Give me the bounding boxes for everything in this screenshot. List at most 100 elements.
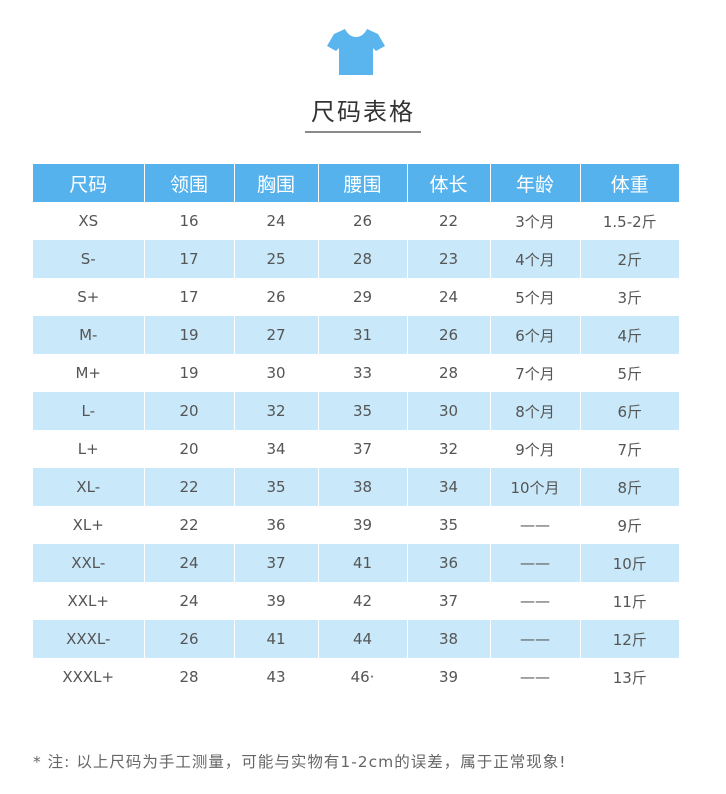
cell-age: —— xyxy=(490,582,581,620)
cell-size: L- xyxy=(33,392,145,430)
cell-weight: 13斤 xyxy=(580,658,679,696)
cell-size: XXXL+ xyxy=(33,658,145,696)
cell-age: 7个月 xyxy=(490,354,581,392)
tshirt-icon xyxy=(326,26,386,78)
cell-length: 24 xyxy=(407,278,491,316)
cell-length: 23 xyxy=(407,240,491,278)
cell-neck: 16 xyxy=(144,202,235,240)
cell-neck: 17 xyxy=(144,240,235,278)
cell-age: 5个月 xyxy=(490,278,581,316)
cell-waist: 29 xyxy=(318,278,408,316)
cell-waist: 37 xyxy=(318,430,408,468)
cell-chest: 32 xyxy=(234,392,319,430)
tshirt-shape xyxy=(327,29,385,75)
table-row: XXL- 24 37 41 36 —— 10斤 xyxy=(33,544,679,582)
cell-age: —— xyxy=(490,658,581,696)
cell-length: 32 xyxy=(407,430,491,468)
cell-age: 6个月 xyxy=(490,316,581,354)
cell-age: 10个月 xyxy=(490,468,581,506)
table-row: S- 17 25 28 23 4个月 2斤 xyxy=(33,240,679,278)
cell-neck: 24 xyxy=(144,582,235,620)
cell-weight: 4斤 xyxy=(580,316,679,354)
cell-waist: 42 xyxy=(318,582,408,620)
cell-size: L+ xyxy=(33,430,145,468)
cell-weight: 7斤 xyxy=(580,430,679,468)
cell-neck: 24 xyxy=(144,544,235,582)
cell-weight: 8斤 xyxy=(580,468,679,506)
cell-chest: 26 xyxy=(234,278,319,316)
footnote: * 注: 以上尺码为手工测量，可能与实物有1-2cm的误差，属于正常现象! xyxy=(33,753,567,771)
cell-size: XXL- xyxy=(33,544,145,582)
cell-length: 34 xyxy=(407,468,491,506)
header-waist: 腰围 xyxy=(318,164,408,202)
cell-size: M- xyxy=(33,316,145,354)
cell-weight: 10斤 xyxy=(580,544,679,582)
cell-neck: 19 xyxy=(144,354,235,392)
cell-age: 9个月 xyxy=(490,430,581,468)
cell-waist: 46· xyxy=(318,658,408,696)
cell-length: 39 xyxy=(407,658,491,696)
cell-chest: 30 xyxy=(234,354,319,392)
cell-waist: 33 xyxy=(318,354,408,392)
table-row: M- 19 27 31 26 6个月 4斤 xyxy=(33,316,679,354)
cell-waist: 31 xyxy=(318,316,408,354)
cell-waist: 28 xyxy=(318,240,408,278)
cell-weight: 1.5-2斤 xyxy=(580,202,679,240)
cell-weight: 11斤 xyxy=(580,582,679,620)
cell-size: M+ xyxy=(33,354,145,392)
cell-age: 3个月 xyxy=(490,202,581,240)
cell-size: XL- xyxy=(33,468,145,506)
cell-waist: 44 xyxy=(318,620,408,658)
cell-size: XXL+ xyxy=(33,582,145,620)
cell-waist: 39 xyxy=(318,506,408,544)
cell-age: —— xyxy=(490,506,581,544)
cell-size: XXXL- xyxy=(33,620,145,658)
cell-neck: 20 xyxy=(144,392,235,430)
cell-chest: 41 xyxy=(234,620,319,658)
cell-waist: 26 xyxy=(318,202,408,240)
table-row: XXXL- 26 41 44 38 —— 12斤 xyxy=(33,620,679,658)
cell-length: 37 xyxy=(407,582,491,620)
cell-length: 28 xyxy=(407,354,491,392)
cell-chest: 25 xyxy=(234,240,319,278)
cell-waist: 38 xyxy=(318,468,408,506)
cell-chest: 35 xyxy=(234,468,319,506)
cell-neck: 20 xyxy=(144,430,235,468)
page-title-wrap: 尺码表格 xyxy=(0,92,726,133)
cell-length: 38 xyxy=(407,620,491,658)
cell-length: 26 xyxy=(407,316,491,354)
cell-neck: 22 xyxy=(144,468,235,506)
table-row: M+ 19 30 33 28 7个月 5斤 xyxy=(33,354,679,392)
table-header-row: 尺码 领围 胸围 腰围 体长 年龄 体重 xyxy=(33,164,679,202)
table-row: XS 16 24 26 22 3个月 1.5-2斤 xyxy=(33,202,679,240)
cell-chest: 39 xyxy=(234,582,319,620)
cell-size: XL+ xyxy=(33,506,145,544)
cell-length: 36 xyxy=(407,544,491,582)
cell-weight: 5斤 xyxy=(580,354,679,392)
table-row: XXL+ 24 39 42 37 —— 11斤 xyxy=(33,582,679,620)
cell-chest: 34 xyxy=(234,430,319,468)
table-body: XS 16 24 26 22 3个月 1.5-2斤 S- 17 25 28 23 4个月 2斤 S+ 17 26… xyxy=(33,202,679,696)
cell-chest: 24 xyxy=(234,202,319,240)
cell-age: —— xyxy=(490,544,581,582)
cell-age: —— xyxy=(490,620,581,658)
table-row: XL- 22 35 38 34 10个月 8斤 xyxy=(33,468,679,506)
header-chest: 胸围 xyxy=(234,164,319,202)
cell-chest: 27 xyxy=(234,316,319,354)
cell-age: 4个月 xyxy=(490,240,581,278)
cell-waist: 35 xyxy=(318,392,408,430)
cell-length: 35 xyxy=(407,506,491,544)
cell-size: XS xyxy=(33,202,145,240)
cell-weight: 2斤 xyxy=(580,240,679,278)
table-row: S+ 17 26 29 24 5个月 3斤 xyxy=(33,278,679,316)
cell-neck: 28 xyxy=(144,658,235,696)
size-table: 尺码 领围 胸围 腰围 体长 年龄 体重 XS 16 24 26 22 3个月 1.5-2斤… xyxy=(33,164,679,696)
cell-neck: 22 xyxy=(144,506,235,544)
header-weight: 体重 xyxy=(580,164,679,202)
cell-waist: 41 xyxy=(318,544,408,582)
cell-chest: 37 xyxy=(234,544,319,582)
cell-neck: 26 xyxy=(144,620,235,658)
cell-age: 8个月 xyxy=(490,392,581,430)
header-length: 体长 xyxy=(407,164,491,202)
page-title: 尺码表格 xyxy=(305,92,421,133)
